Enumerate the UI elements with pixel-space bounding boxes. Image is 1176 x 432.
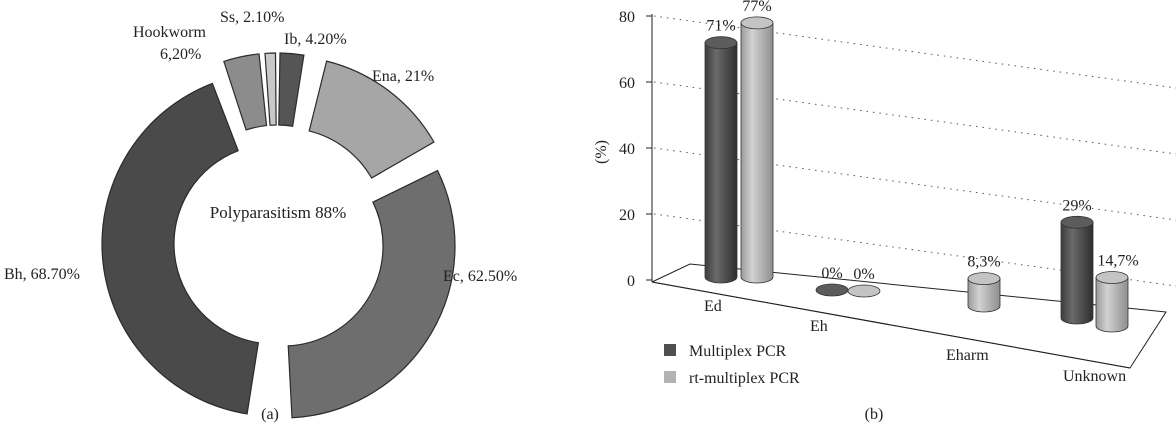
bar-body-rt-multiplex-pcr-eharm [967, 278, 1001, 313]
data-label-multiplex-pcr-unknown: 29% [1062, 197, 1091, 214]
bar-multiplex-pcr-ed: 71% [704, 18, 738, 284]
bar-floor [651, 263, 1167, 369]
bar-cap-rt-multiplex-pcr-ed [740, 16, 774, 30]
donut-chart: Polyparasitism 88% Bh, 68.70% Hookworm 6… [4, 9, 517, 423]
caption-b: (b) [865, 406, 884, 423]
x-tick-label-eh: Eh [810, 318, 828, 335]
x-axis-line [651, 281, 1131, 369]
slice-ss [264, 52, 277, 126]
slice-ib [278, 52, 305, 127]
slice-label-ena: Ena, 21% [372, 68, 434, 85]
bar-body-multiplex-pcr-ed [704, 42, 738, 284]
bar-cap-rt-multiplex-pcr-eh [847, 284, 881, 298]
slice-bh [101, 82, 260, 415]
slice-label-ib: Ib, 4.20% [284, 31, 347, 48]
slice-label-ss: Ss, 2.10% [220, 9, 284, 26]
legend-swatch-multiplex-pcr [664, 344, 676, 356]
bar-cap-multiplex-pcr-ed [704, 36, 738, 50]
y-axis-label: (%) [593, 140, 610, 164]
bar-body-multiplex-pcr-unknown [1060, 221, 1094, 325]
bar-body-rt-multiplex-pcr-unknown [1095, 277, 1129, 333]
y-axis: 0 20 40 60 80 (%) [593, 9, 653, 290]
data-label-multiplex-pcr-eh: 0% [821, 265, 842, 282]
y-tick-label-0: 0 [627, 273, 635, 290]
bar-rt-multiplex-pcr-eharm: 8,3% [967, 254, 1001, 313]
bar-body-rt-multiplex-pcr-ed [740, 22, 774, 284]
legend-swatch-rt-multiplex-pcr [664, 371, 676, 383]
legend-label-rt-multiplex-pcr: rt-multiplex PCR [689, 370, 800, 387]
slice-hookworm [223, 53, 268, 131]
y-tick-label-80: 80 [619, 9, 635, 26]
data-label-rt-multiplex-pcr-eharm: 8,3% [967, 254, 1000, 271]
bar-rt-multiplex-pcr-unknown: 14,7% [1095, 252, 1139, 333]
y-tick-label-60: 60 [619, 75, 635, 92]
y-tick-label-40: 40 [619, 141, 635, 158]
data-label-rt-multiplex-pcr-eh: 0% [853, 266, 874, 283]
bar-cap-multiplex-pcr-unknown [1060, 215, 1094, 229]
slice-label-ec: Ec, 62.50% [443, 268, 517, 285]
caption-a: (a) [261, 406, 279, 423]
bar-chart: 0 20 40 60 80 (%) 71% 77% 0% 0% 8,3% 29% 14,7%… [593, 0, 1176, 423]
slice-label-hookworm-value: 6,20% [160, 46, 201, 63]
x-tick-label-eharm: Eharm [946, 347, 989, 364]
legend-label-multiplex-pcr: Multiplex PCR [689, 343, 787, 360]
slice-label-bh: Bh, 68.70% [4, 266, 80, 283]
slice-label-hookworm-name: Hookworm [133, 24, 206, 41]
bar-marks: 71% 77% 0% 0% 8,3% 29% 14,7% [704, 0, 1139, 333]
x-tick-label-unknown: Unknown [1063, 368, 1126, 385]
bar-rt-multiplex-pcr-eh: 0% [847, 266, 881, 298]
y-tick-label-20: 20 [619, 207, 635, 224]
bar-multiplex-pcr-eh: 0% [815, 265, 849, 297]
bar-cap-rt-multiplex-pcr-unknown [1095, 271, 1129, 284]
donut-slices [101, 52, 456, 419]
data-label-multiplex-pcr-ed: 71% [706, 18, 735, 35]
slice-ena [308, 60, 435, 179]
bar-cap-multiplex-pcr-eh [815, 283, 849, 297]
legend: Multiplex PCR rt-multiplex PCR [664, 343, 800, 387]
data-label-rt-multiplex-pcr-ed: 77% [742, 0, 771, 15]
data-label-rt-multiplex-pcr-unknown: 14,7% [1097, 252, 1138, 269]
bar-rt-multiplex-pcr-ed: 77% [740, 0, 774, 284]
bar-cap-rt-multiplex-pcr-eharm [967, 272, 1001, 286]
x-tick-label-ed: Ed [704, 298, 722, 315]
donut-center-label: Polyparasitism 88% [210, 203, 346, 222]
slice-ec [287, 169, 456, 419]
bar-multiplex-pcr-unknown: 29% [1060, 197, 1094, 325]
